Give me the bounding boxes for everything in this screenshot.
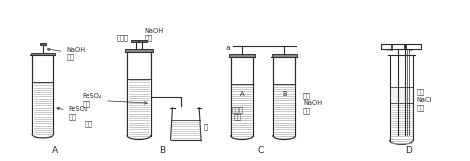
Polygon shape bbox=[231, 84, 253, 140]
Text: FeSO₄
溶液: FeSO₄ 溶液 bbox=[57, 106, 88, 120]
Bar bbox=[125, 49, 153, 52]
Text: 汽油: 汽油 bbox=[417, 88, 425, 95]
Text: B: B bbox=[282, 91, 286, 97]
Polygon shape bbox=[32, 82, 54, 138]
Text: C: C bbox=[258, 146, 264, 155]
Text: 过量
NaOH
溶液: 过量 NaOH 溶液 bbox=[303, 93, 322, 114]
Bar bbox=[39, 43, 46, 45]
Bar bbox=[132, 40, 139, 42]
Bar bbox=[382, 44, 421, 49]
Text: NaCl
溶液: NaCl 溶液 bbox=[417, 97, 432, 111]
Bar bbox=[272, 54, 297, 57]
Polygon shape bbox=[273, 136, 296, 140]
Text: NaOH
溶液: NaOH 溶液 bbox=[145, 28, 164, 41]
Text: D: D bbox=[405, 146, 412, 155]
Bar bbox=[140, 40, 147, 42]
Bar bbox=[229, 54, 255, 57]
Text: A: A bbox=[240, 91, 244, 97]
Text: NaOH
溶液: NaOH 溶液 bbox=[47, 47, 86, 60]
Text: 稀硫酸: 稀硫酸 bbox=[117, 35, 129, 41]
Text: 铁粉: 铁粉 bbox=[85, 120, 93, 127]
Polygon shape bbox=[273, 84, 296, 140]
Polygon shape bbox=[127, 79, 151, 140]
Text: C: C bbox=[407, 46, 412, 52]
Text: FeSO₄
溶液: FeSO₄ 溶液 bbox=[83, 93, 147, 107]
Text: B: B bbox=[159, 146, 165, 155]
Text: A: A bbox=[52, 146, 58, 155]
Text: a: a bbox=[226, 45, 230, 51]
Polygon shape bbox=[32, 134, 54, 138]
Bar bbox=[31, 53, 55, 55]
Text: Fe: Fe bbox=[386, 46, 394, 52]
Polygon shape bbox=[231, 136, 253, 140]
Polygon shape bbox=[127, 136, 151, 140]
Text: 水: 水 bbox=[204, 123, 207, 130]
Text: 稀硫酸
铁粉: 稀硫酸 铁粉 bbox=[231, 106, 243, 120]
